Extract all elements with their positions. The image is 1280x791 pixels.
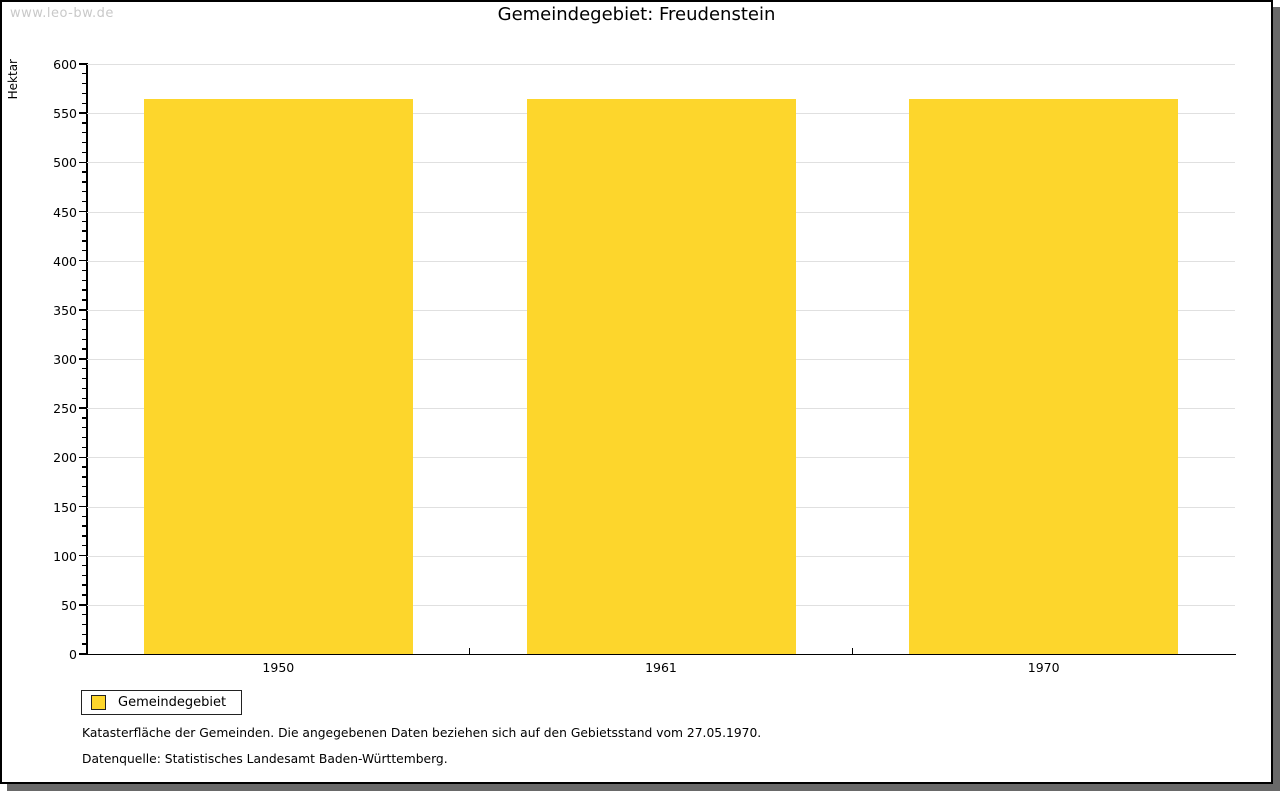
y-tick-label-450: 450 bbox=[53, 204, 77, 220]
y-major-tick-50 bbox=[79, 604, 86, 606]
x-tick-label-1970: 1970 bbox=[1027, 660, 1060, 675]
y-major-tick-150 bbox=[79, 505, 86, 508]
y-major-tick-250 bbox=[79, 407, 86, 409]
y-minor-tick-170 bbox=[82, 486, 86, 488]
y-minor-tick-580 bbox=[82, 82, 86, 85]
y-major-tick-550 bbox=[79, 112, 86, 114]
y-major-tick-400 bbox=[79, 259, 86, 262]
y-minor-tick-230 bbox=[82, 427, 86, 429]
y-tick-label-400: 400 bbox=[53, 253, 77, 269]
y-minor-tick-390 bbox=[82, 269, 86, 271]
y-minor-tick-70 bbox=[82, 584, 86, 586]
y-major-tick-0 bbox=[79, 653, 86, 655]
y-minor-tick-40 bbox=[82, 613, 86, 616]
y-minor-tick-590 bbox=[82, 73, 86, 75]
y-major-tick-300 bbox=[79, 358, 86, 360]
plot-area: 0 50 100 150 200 250 300 350 400 450 500 550 600 1950… bbox=[53, 57, 1235, 675]
y-minor-tick-360 bbox=[82, 299, 86, 301]
bar-1970 bbox=[909, 99, 1179, 654]
chart-title: Gemeindegebiet: Freudenstein bbox=[497, 4, 776, 25]
y-minor-tick-570 bbox=[82, 92, 86, 94]
y-tick-label-150: 150 bbox=[53, 499, 77, 515]
y-minor-tick-190 bbox=[82, 466, 86, 468]
legend-label: Gemeindegebiet bbox=[118, 695, 227, 710]
y-tick-label-100: 100 bbox=[53, 548, 77, 564]
y-minor-tick-210 bbox=[82, 446, 86, 448]
y-axis-line bbox=[86, 63, 88, 655]
y-minor-tick-160 bbox=[82, 495, 86, 498]
y-minor-tick-480 bbox=[82, 181, 86, 183]
y-minor-tick-320 bbox=[82, 338, 86, 340]
y-minor-tick-370 bbox=[82, 289, 86, 291]
x-tick-label-1961: 1961 bbox=[645, 660, 677, 675]
legend: Gemeindegebiet bbox=[81, 690, 243, 715]
y-major-tick-200 bbox=[79, 456, 86, 459]
x-tick-label-1950: 1950 bbox=[262, 660, 295, 675]
y-tick-label-50: 50 bbox=[61, 597, 77, 613]
y-minor-tick-120 bbox=[82, 535, 86, 537]
y-minor-tick-10 bbox=[82, 643, 86, 645]
y-minor-tick-560 bbox=[82, 102, 86, 104]
y-tick-label-550: 550 bbox=[53, 106, 77, 122]
x-boundary-tick-1 bbox=[468, 648, 471, 654]
legend-swatch-gemeindegebiet bbox=[91, 695, 106, 710]
y-minor-tick-110 bbox=[82, 545, 86, 547]
y-minor-tick-240 bbox=[82, 417, 86, 419]
y-tick-label-600: 600 bbox=[53, 57, 77, 72]
y-minor-tick-270 bbox=[82, 387, 86, 389]
y-minor-tick-430 bbox=[82, 230, 86, 232]
y-major-tick-450 bbox=[79, 210, 86, 213]
y-minor-tick-470 bbox=[82, 191, 86, 193]
y-minor-tick-180 bbox=[82, 476, 86, 478]
y-minor-tick-140 bbox=[82, 515, 86, 517]
y-minor-tick-330 bbox=[82, 328, 86, 330]
y-minor-tick-280 bbox=[82, 377, 86, 380]
y-minor-tick-290 bbox=[82, 368, 86, 370]
y-minor-tick-220 bbox=[82, 436, 86, 439]
y-minor-tick-440 bbox=[82, 220, 86, 222]
caption-data-source: Datenquelle: Statistisches Landesamt Bad… bbox=[82, 752, 448, 766]
gridline-600 bbox=[87, 64, 1235, 65]
y-minor-tick-90 bbox=[82, 564, 86, 566]
y-minor-tick-310 bbox=[82, 348, 86, 350]
y-minor-tick-130 bbox=[82, 525, 86, 527]
y-tick-label-300: 300 bbox=[53, 352, 77, 367]
y-tick-label-200: 200 bbox=[53, 450, 77, 466]
y-minor-tick-410 bbox=[82, 250, 86, 252]
y-minor-tick-80 bbox=[82, 574, 86, 576]
caption-source-note: Katasterfläche der Gemeinden. Die angege… bbox=[82, 726, 762, 740]
y-axis-label: Hektar bbox=[6, 59, 20, 100]
y-minor-tick-340 bbox=[82, 318, 86, 321]
y-minor-tick-420 bbox=[82, 240, 86, 242]
y-minor-tick-530 bbox=[82, 132, 86, 134]
y-tick-label-250: 250 bbox=[53, 401, 77, 417]
y-tick-label-500: 500 bbox=[53, 155, 77, 171]
y-minor-tick-510 bbox=[82, 151, 86, 153]
watermark: www.leo-bw.de bbox=[10, 6, 114, 21]
y-minor-tick-540 bbox=[82, 122, 86, 124]
y-major-tick-600 bbox=[79, 63, 86, 65]
y-minor-tick-520 bbox=[82, 141, 86, 144]
y-major-tick-350 bbox=[79, 309, 86, 311]
y-minor-tick-60 bbox=[82, 594, 86, 596]
y-minor-tick-490 bbox=[82, 171, 86, 173]
bar-1961 bbox=[526, 99, 796, 654]
bar-1950 bbox=[143, 99, 413, 654]
y-major-tick-500 bbox=[79, 161, 86, 164]
y-tick-label-0: 0 bbox=[69, 647, 77, 662]
y-tick-label-350: 350 bbox=[53, 302, 77, 318]
y-minor-tick-460 bbox=[82, 200, 86, 203]
y-minor-tick-380 bbox=[82, 279, 86, 281]
y-minor-tick-20 bbox=[82, 633, 86, 635]
y-minor-tick-260 bbox=[82, 397, 86, 399]
x-boundary-tick-2 bbox=[851, 648, 854, 654]
y-minor-tick-30 bbox=[82, 623, 86, 625]
y-major-tick-100 bbox=[79, 554, 86, 557]
x-axis-line bbox=[85, 653, 1236, 656]
